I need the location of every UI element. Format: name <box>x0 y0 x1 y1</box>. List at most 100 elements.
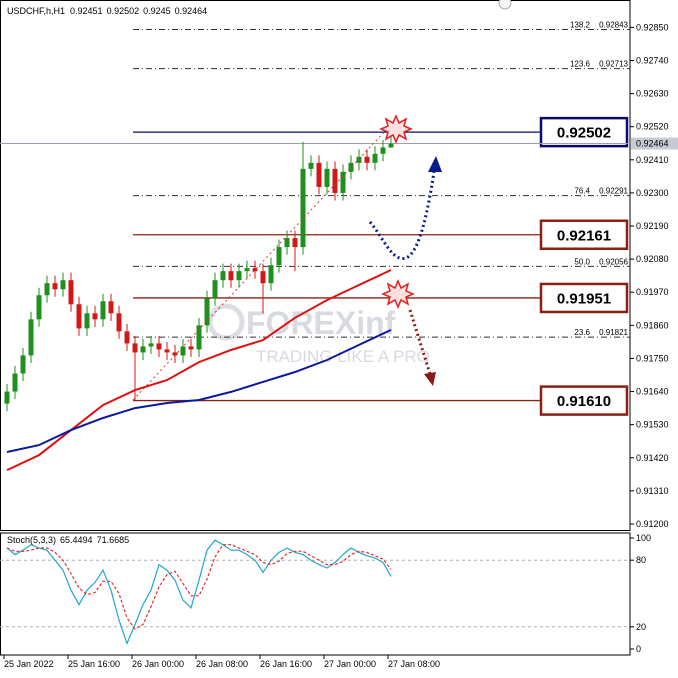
y-tick-label: 0.91750 <box>636 353 669 363</box>
y-tick-label: 0 <box>636 644 641 654</box>
y-tick-label: 0.91970 <box>636 287 669 297</box>
candle-body <box>148 343 154 347</box>
watermark-logo <box>207 303 245 341</box>
x-tick-label: 27 Jan 08:00 <box>388 659 440 669</box>
candle-body <box>260 271 266 284</box>
candle-body <box>172 352 178 356</box>
ohlc-close: 0.92464 <box>175 6 208 16</box>
x-tick-label: 26 Jan 16:00 <box>260 659 312 669</box>
fib-ratio: 50.0 <box>574 257 590 266</box>
bid-box <box>631 137 678 150</box>
candle-body <box>244 268 250 272</box>
candle-body <box>212 280 218 299</box>
ohlc-high: 0.92502 <box>107 6 140 16</box>
candle-body <box>188 346 194 350</box>
x-tick-label: 25 Jan 16:00 <box>68 659 120 669</box>
fib-trend-line <box>132 127 389 401</box>
candle-body <box>44 283 50 296</box>
candle-body <box>52 283 58 290</box>
x-tick-label: 26 Jan 00:00 <box>132 659 184 669</box>
candle-body <box>204 298 210 326</box>
candle-body <box>84 313 90 329</box>
y-tick-label: 0.92190 <box>636 221 669 231</box>
stoch-header: Stoch(5,3,3) 65.4494 71.6685 <box>7 535 129 545</box>
candle-body <box>292 238 298 248</box>
fib-price: 0.92291 <box>599 187 628 196</box>
stoch-line <box>6 539 392 646</box>
y-tick-label: 0.91200 <box>636 519 669 529</box>
candle-body <box>332 168 338 193</box>
candle-body <box>356 156 362 163</box>
x-tick-label: 27 Jan 00:00 <box>324 659 376 669</box>
candle-body <box>284 238 290 248</box>
stoch-frame <box>0 532 631 656</box>
level-label: 0.91610 <box>557 393 611 410</box>
candle-body <box>228 271 234 281</box>
y-tick-label: 0.92410 <box>636 155 669 165</box>
x-tick-label: 25 Jan 2022 <box>4 659 54 669</box>
stoch-main-value: 65.4494 <box>60 535 93 545</box>
y-tick-label: 0.92520 <box>636 122 669 132</box>
y-tick-label: 0.91530 <box>636 420 669 430</box>
y-tick-label: 0.92850 <box>636 22 669 32</box>
level-label: 0.91951 <box>557 290 611 307</box>
candle-body <box>364 156 370 163</box>
fib-ratio: 23.6 <box>574 328 590 337</box>
level-box <box>539 219 629 251</box>
candle-body <box>36 295 42 320</box>
down-arrowhead <box>424 372 436 386</box>
candle-body <box>388 143 394 148</box>
ohlc-low: 0.9245 <box>143 6 171 16</box>
y-tick-label: 0.91310 <box>636 486 669 496</box>
candle-body <box>348 162 354 172</box>
candle-body <box>340 171 346 193</box>
fib-ratio: 138.2 <box>570 20 591 29</box>
candle-body <box>12 373 18 392</box>
candle-body <box>76 304 82 329</box>
down-arrow <box>408 309 432 375</box>
y-tick-label: 0.91420 <box>636 453 669 463</box>
moving-average <box>6 328 392 453</box>
level-box <box>539 282 629 314</box>
y-tick-label: 0.92740 <box>636 55 669 65</box>
candle-body <box>196 325 202 350</box>
watermark-tagline: TRADING LIKE A PRO <box>256 347 430 366</box>
candle-body <box>316 162 322 187</box>
candle-body <box>324 168 330 187</box>
symbol: USDCHF,h,H1 <box>7 6 65 16</box>
candle-body <box>236 271 242 281</box>
candle-body <box>124 331 130 344</box>
fib-ratio: 123.6 <box>570 60 591 69</box>
scroll-marker <box>498 0 512 10</box>
candle-body <box>156 343 162 350</box>
candle-body <box>60 280 66 290</box>
level-box <box>539 385 629 416</box>
candle-body <box>276 247 282 266</box>
y-tick-label: 0.92300 <box>636 188 669 198</box>
candle-body <box>300 168 306 248</box>
candle-body <box>140 346 146 353</box>
candle-body <box>28 319 34 356</box>
fib-price: 0.92056 <box>599 257 628 266</box>
y-tick-label: 100 <box>636 533 651 543</box>
y-tick-label: 0.91640 <box>636 387 669 397</box>
burst-icon <box>381 279 415 309</box>
candle-body <box>220 271 226 281</box>
candle-body <box>268 265 274 284</box>
candle-body <box>308 162 314 169</box>
x-tick-label: 26 Jan 08:00 <box>196 659 248 669</box>
candle-body <box>68 280 74 305</box>
y-tick-label: 0.92080 <box>636 254 669 264</box>
candle-body <box>252 268 258 272</box>
level-label: 0.92502 <box>557 125 611 142</box>
fib-ratio: 76.4 <box>574 187 590 196</box>
candle-body <box>380 147 386 154</box>
burst-icon <box>379 114 413 144</box>
candle-body <box>132 343 138 353</box>
plot-frame <box>0 0 631 531</box>
y-tick-label: 80 <box>636 555 646 565</box>
level-label: 0.92161 <box>557 227 611 244</box>
